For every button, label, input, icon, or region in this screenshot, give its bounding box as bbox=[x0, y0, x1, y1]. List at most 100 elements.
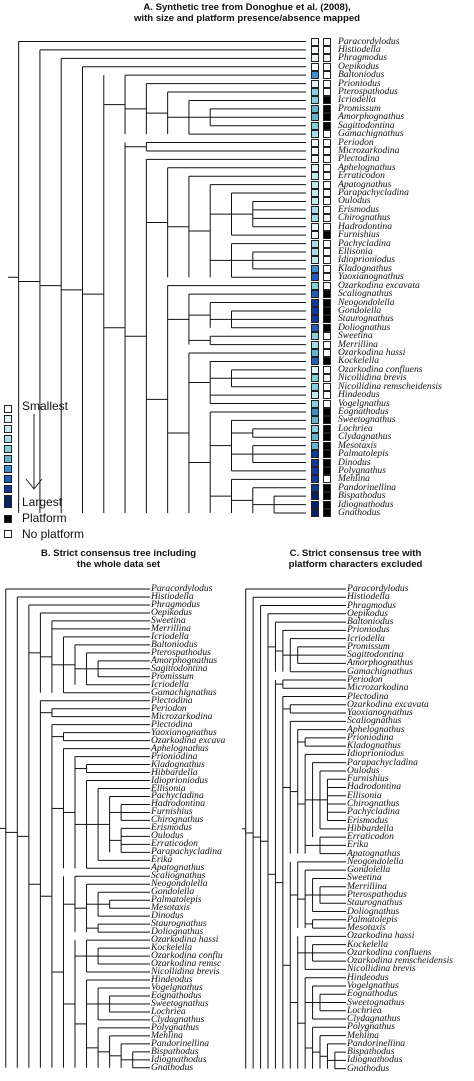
size-state-box bbox=[311, 205, 319, 214]
panel-a-taxon: Ozarkodina hassi bbox=[338, 347, 406, 359]
panel-a-taxon: Hindeodus bbox=[338, 389, 380, 401]
panel-b-taxon: Apatognathus bbox=[151, 862, 205, 874]
panel-b-taxon: Oepikodus bbox=[151, 606, 193, 618]
size-state-box bbox=[311, 62, 319, 71]
platform-state-box bbox=[323, 433, 331, 442]
panel-c-taxon: Plectodina bbox=[347, 690, 389, 702]
platform-state-box bbox=[323, 509, 331, 518]
panel-b-taxon: Erraticodon bbox=[151, 838, 198, 850]
platform-state-box bbox=[323, 96, 331, 105]
panel-c-taxon: Baltoniodus bbox=[347, 616, 394, 628]
panel-c-taxon: Pterospathodus bbox=[347, 888, 407, 900]
panel-a-taxon: Microzarkodina bbox=[338, 144, 400, 156]
size-state-box bbox=[311, 180, 319, 189]
panel-c-taxon: Sagittodontina bbox=[347, 649, 404, 661]
platform-state-box bbox=[323, 374, 331, 383]
legend-size-swatch bbox=[4, 465, 12, 473]
panel-a-taxon: Gamachignathus bbox=[338, 128, 404, 140]
panel-a-taxon: Merrillina bbox=[338, 338, 378, 350]
size-state-box bbox=[311, 256, 319, 265]
panel-a-taxon: Promissum bbox=[338, 102, 381, 114]
panel-b-taxon: Hadrodontina bbox=[151, 798, 206, 810]
panel-a-taxon: Paracordylodus bbox=[338, 35, 400, 47]
panel-b-taxon: Ozarkodina excava bbox=[151, 734, 226, 746]
platform-state-box bbox=[323, 407, 331, 416]
panel-c-taxon: Prioniodina bbox=[347, 731, 394, 743]
panel-b-taxon: Scaliognathus bbox=[151, 870, 206, 882]
platform-state-box bbox=[323, 214, 331, 223]
size-state-box bbox=[311, 214, 319, 223]
panel-a-taxon: Aphelognathus bbox=[338, 161, 396, 173]
size-state-box bbox=[311, 239, 319, 248]
panel-c-taxon: Erraticodon bbox=[347, 831, 394, 843]
size-state-box bbox=[311, 222, 319, 231]
panel-c-taxon: Idiognathodus bbox=[347, 1054, 403, 1066]
panel-a-taxon: Pachycladina bbox=[338, 237, 391, 249]
panel-c-taxon: Kladognathus bbox=[347, 740, 401, 752]
platform-state-box bbox=[323, 231, 331, 240]
platform-state-box bbox=[323, 399, 331, 408]
size-state-box bbox=[311, 189, 319, 198]
platform-state-box bbox=[323, 298, 331, 307]
panel-a-title-line1: A. Synthetic tree from Donoghue et al. (… bbox=[143, 2, 351, 13]
panel-c-taxon: Pandorinellina bbox=[347, 1037, 406, 1049]
panel-b-taxon: Dinodus bbox=[151, 910, 184, 922]
legend-size-swatch bbox=[4, 445, 12, 453]
panel-c-taxon: Mehlina bbox=[347, 1029, 379, 1041]
panel-c-taxon: Idioprioniodus bbox=[347, 748, 405, 760]
size-state-box bbox=[311, 298, 319, 307]
size-state-box bbox=[311, 492, 319, 501]
panel-b-taxon: Gamachignathus bbox=[151, 686, 217, 698]
panel-c-taxon: Parapachycladina bbox=[347, 756, 418, 768]
panel-c-taxon: Nicollidina brevis bbox=[347, 963, 416, 975]
size-state-box bbox=[311, 45, 319, 54]
panel-b-taxon: Yaoxianognathus bbox=[151, 726, 217, 738]
platform-state-box bbox=[323, 79, 331, 88]
platform-state-box bbox=[323, 483, 331, 492]
size-state-box bbox=[311, 248, 319, 256]
panel-b-taxon: Furnishius bbox=[151, 806, 193, 818]
platform-state-box bbox=[323, 458, 331, 467]
panel-c-taxon: Paracordylodus bbox=[347, 583, 409, 594]
panel-c-taxon: Sweetognathus bbox=[347, 996, 405, 1008]
panel-a-taxon: Amorphognathus bbox=[338, 111, 405, 123]
panel-a-taxon: Gondolella bbox=[338, 304, 382, 316]
panel-b-taxon: Bispathodus bbox=[151, 1045, 199, 1057]
panel-a-taxon: Erraticodon bbox=[338, 170, 385, 182]
platform-state-box bbox=[323, 416, 331, 425]
panel-a-taxon: Pterospathodus bbox=[338, 86, 398, 98]
panel-a-taxon: Ozarkodina confluens bbox=[338, 363, 423, 375]
size-state-box bbox=[311, 466, 319, 475]
platform-state-box bbox=[323, 130, 331, 139]
size-state-box bbox=[311, 483, 319, 492]
size-state-box bbox=[311, 96, 319, 105]
size-state-box bbox=[311, 374, 319, 383]
panel-a-taxon: Sweetina bbox=[338, 330, 373, 342]
panel-a-taxon: Prioniodus bbox=[338, 77, 381, 89]
platform-state-box bbox=[323, 222, 331, 231]
panel-b-taxon: Clydagnathus bbox=[151, 1013, 205, 1025]
panel-a-taxon: Gnathodus bbox=[338, 507, 381, 519]
panel-b-taxon: Sweetognathus bbox=[151, 997, 209, 1009]
panel-b-taxon: Mesotaxis bbox=[151, 902, 190, 914]
panel-c-taxon: Kockelella bbox=[347, 938, 389, 950]
panel-b-taxon: Erismodus bbox=[151, 822, 193, 834]
panel-a-taxon: Vogelgnathus bbox=[338, 397, 390, 409]
size-state-box bbox=[311, 424, 319, 433]
platform-state-box bbox=[323, 88, 331, 97]
panel-a-taxon: Ellisonia bbox=[338, 246, 373, 257]
panel-b-taxon: Pterospathodus bbox=[151, 646, 211, 658]
panel-b-taxon: Mehlina bbox=[151, 1029, 183, 1041]
size-state-box bbox=[311, 399, 319, 408]
platform-state-box bbox=[323, 264, 331, 273]
panel-b-taxon: Plectodina bbox=[151, 718, 193, 730]
platform-state-box bbox=[323, 172, 331, 181]
platform-state-box bbox=[323, 113, 331, 122]
size-state-box bbox=[311, 37, 319, 46]
panel-c-taxon: Hindeodus bbox=[347, 971, 389, 983]
size-state-box bbox=[311, 391, 319, 400]
size-state-box bbox=[311, 79, 319, 88]
panel-b-taxon: Parapachycladina bbox=[151, 846, 222, 858]
panel-b-taxon: Pandorinellina bbox=[151, 1037, 210, 1049]
panel-a-taxon: Lochriea bbox=[338, 422, 373, 434]
